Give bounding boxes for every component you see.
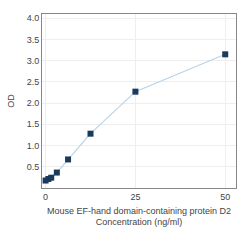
svg-text:25: 25 (130, 192, 140, 202)
svg-text:Mouse EF-hand domain-containin: Mouse EF-hand domain-containing protein … (47, 206, 231, 228)
svg-text:2.5: 2.5 (27, 77, 40, 87)
svg-text:0.5: 0.5 (27, 162, 40, 172)
svg-text:3.5: 3.5 (27, 35, 40, 45)
svg-text:2.0: 2.0 (27, 98, 40, 108)
svg-text:50: 50 (220, 192, 230, 202)
svg-text:4.0: 4.0 (27, 13, 40, 23)
svg-text:1.5: 1.5 (27, 119, 40, 129)
svg-text:1.0: 1.0 (27, 141, 40, 151)
svg-text:OD: OD (6, 94, 16, 108)
svg-text:3.0: 3.0 (27, 56, 40, 66)
svg-text:0: 0 (43, 192, 48, 202)
